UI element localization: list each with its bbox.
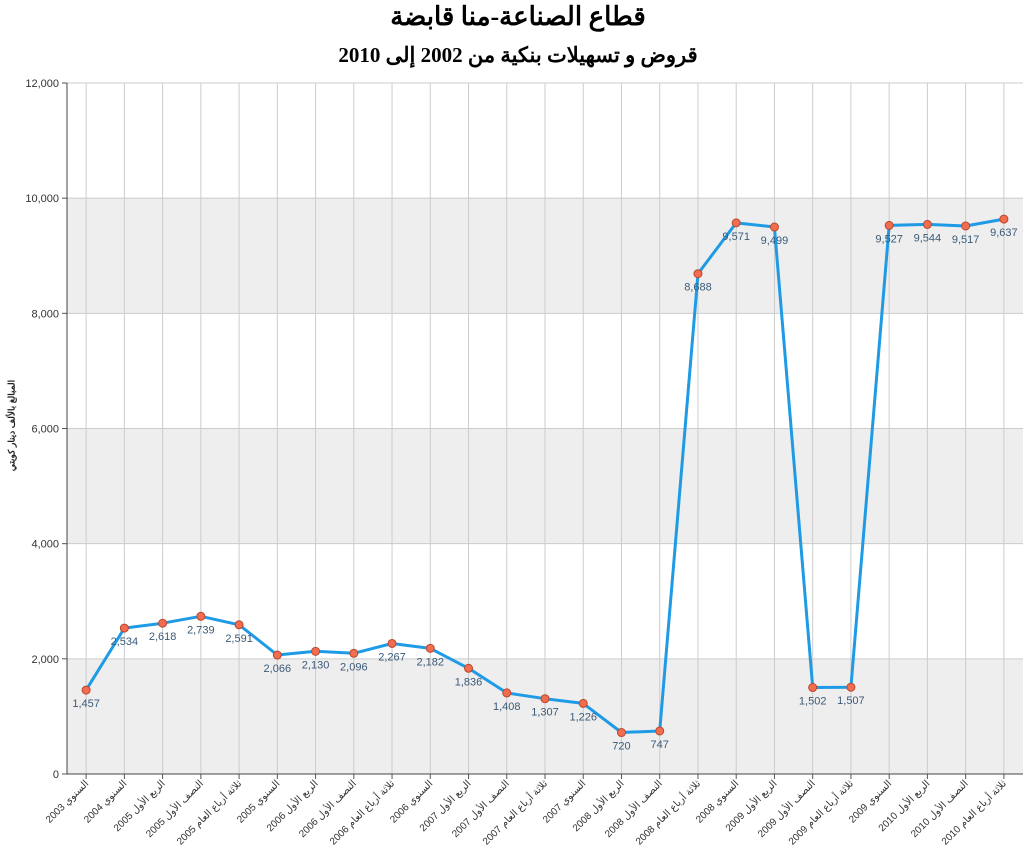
data-point (999, 214, 1009, 224)
y-tick-label: 0 (53, 769, 59, 781)
data-label: 2,534 (111, 636, 139, 648)
data-point (158, 618, 168, 628)
data-point (616, 728, 626, 738)
data-point (540, 694, 550, 704)
data-label: 2,591 (225, 633, 253, 645)
data-point (464, 663, 474, 673)
x-tick-label: ثلاثة أرباع العام 2006 (327, 777, 398, 848)
data-point (693, 269, 703, 279)
data-label: 9,571 (722, 231, 750, 243)
data-label: 1,408 (493, 701, 521, 713)
data-label: 1,507 (837, 695, 865, 707)
data-label: 2,130 (302, 659, 330, 671)
y-tick-label: 10,000 (25, 193, 59, 205)
data-point (311, 646, 321, 656)
data-point (922, 219, 932, 229)
data-point (808, 683, 818, 693)
data-label: 2,182 (417, 656, 445, 668)
y-tick-label: 2,000 (31, 654, 59, 666)
data-label: 2,618 (149, 631, 177, 643)
data-label: 9,527 (875, 233, 903, 245)
data-label: 2,066 (264, 663, 292, 675)
data-label: 1,307 (531, 707, 559, 719)
x-tick-label: ثلاثة أرباع العام 2010 (938, 777, 1009, 848)
data-point (81, 685, 91, 695)
data-label: 2,096 (340, 661, 368, 673)
data-point (769, 222, 779, 232)
x-tick-label: ثلاثة أرباع العام 2005 (174, 777, 245, 848)
data-point (387, 638, 397, 648)
data-point (961, 221, 971, 231)
x-tick-label: ثلاثة أرباع العام 2009 (785, 777, 856, 848)
y-tick-label: 8,000 (31, 308, 59, 320)
data-label: 1,226 (569, 711, 597, 723)
data-label: 9,544 (914, 232, 942, 244)
data-label: 1,457 (72, 698, 100, 710)
data-point (884, 220, 894, 230)
data-point (272, 650, 282, 660)
data-point (425, 643, 435, 653)
data-point (502, 688, 512, 698)
data-label: 9,499 (761, 235, 789, 247)
chart-subtitle: قروض و تسهيلات بنكية من 2002 إلى 2010 (338, 43, 698, 67)
data-point (578, 698, 588, 708)
y-tick-label: 12,000 (25, 78, 59, 90)
data-label: 747 (651, 739, 669, 751)
data-label: 1,836 (455, 676, 483, 688)
x-tick-label: ثلاثة أرباع العام 2007 (480, 777, 551, 848)
data-point (731, 218, 741, 228)
data-point (846, 682, 856, 692)
y-tick-label: 6,000 (31, 424, 59, 436)
data-point (119, 623, 129, 633)
data-label: 9,517 (952, 234, 980, 246)
data-label: 2,267 (378, 651, 406, 663)
data-label: 1,502 (799, 696, 827, 708)
y-tick-label: 4,000 (31, 539, 59, 551)
data-point (655, 726, 665, 736)
data-label: 8,688 (684, 282, 712, 294)
data-label: 2,739 (187, 624, 215, 636)
x-tick-label: ثلاثة أرباع العام 2008 (633, 777, 704, 848)
data-point (196, 611, 206, 621)
data-point (349, 648, 359, 658)
data-point (234, 620, 244, 630)
chart-title: قطاع الصناعة-منا قابضة (390, 2, 646, 31)
data-label: 720 (612, 741, 630, 753)
data-label: 9,637 (990, 227, 1018, 239)
